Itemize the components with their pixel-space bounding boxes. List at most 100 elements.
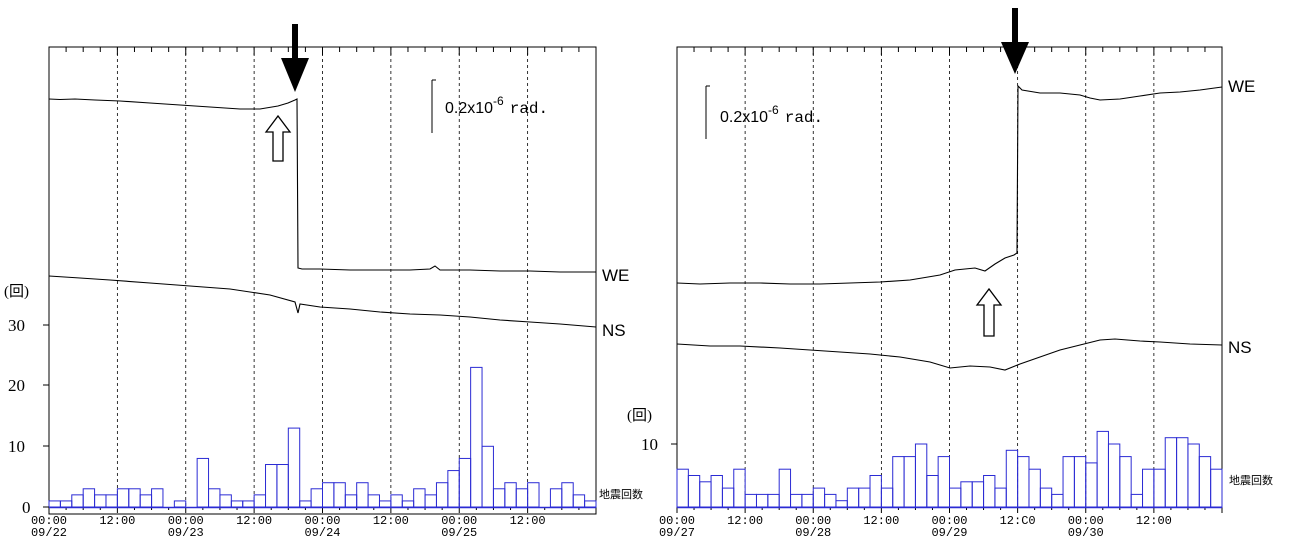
count-bar [323,483,334,507]
count-bar [436,483,447,507]
count-bar [1120,457,1131,507]
count-bar [117,489,128,507]
count-bar [459,458,470,507]
left-ns-label: NS [602,321,626,340]
left-x-tick-labels: 00:0009/2212:00 00:0009/2312:00 00:0009/24… [31,514,546,540]
count-bar [1131,494,1142,507]
count-bar [231,501,242,507]
x-tick-date: 09/24 [304,526,340,540]
count-bar [83,489,94,507]
left-y-tick-10: 10 [8,437,25,456]
count-bar [106,495,117,507]
count-bar [448,471,459,507]
right-we-label: WE [1228,77,1255,96]
x-tick-time: 12:00 [373,514,409,528]
right-scale-value: 0.2x10-6 rad. [720,103,823,127]
count-bar [243,501,254,507]
count-bar [379,501,390,507]
count-bar [174,501,185,507]
count-bar [1006,450,1017,507]
count-bar [677,469,688,507]
count-bar [414,489,425,507]
left-count-y-axis: (回) 30 20 10 0 [4,283,49,517]
count-bar [277,465,288,507]
left-hollow-up-arrow [266,116,290,161]
count-bar [927,476,938,508]
count-bar [1063,457,1074,507]
left-y-unit-label: (回) [4,283,29,300]
count-bar [550,489,561,507]
x-tick-date: 09/25 [441,526,477,540]
count-bar [220,495,231,507]
x-tick-time: 12:00 [236,514,272,528]
x-tick-date: 09/30 [1068,526,1104,540]
count-bar [425,495,436,507]
left-solid-down-arrow [281,24,309,92]
right-count-y-axis: (回) 10 [627,407,677,454]
count-bar [345,495,356,507]
count-bar [915,444,926,507]
count-bar [1018,457,1029,507]
count-bar [1040,488,1051,507]
count-bar [1097,431,1108,507]
count-bar [266,465,277,507]
count-bar [1199,457,1210,507]
count-bar [493,489,504,507]
count-bar [1211,469,1222,507]
x-tick-date: 09/23 [168,526,204,540]
count-bar [300,501,311,507]
right-x-tick-labels: 00:0009/2712:00 00:0009/2812:00 00:0009/29… [659,514,1172,540]
count-bar [859,488,870,507]
count-bar [711,476,722,508]
right-scale-bar: 0.2x10-6 rad. [706,86,823,139]
x-tick-time: 12:00 [99,514,135,528]
count-bar [573,495,584,507]
left-count-label: 地震回数 [599,488,643,501]
count-bar [722,488,733,507]
x-tick-time: 12:00 [863,514,899,528]
left-scale-value: 0.2x10-6 rad. [445,94,548,118]
left-y-tick-30: 30 [8,316,25,335]
count-bar [995,488,1006,507]
count-bar [60,501,71,507]
count-bar [734,469,745,507]
count-bar [140,495,151,507]
count-bar [209,489,220,507]
right-ns-label: NS [1228,338,1252,357]
count-bar [791,494,802,507]
count-bar [984,476,995,508]
count-bar [1052,494,1063,507]
count-bar [505,483,516,507]
count-bar [1188,444,1199,507]
count-bar [870,476,881,508]
x-tick-date: 09/27 [659,526,695,540]
x-tick-time: 12:C0 [1000,514,1036,528]
count-bar [847,488,858,507]
count-bar [904,457,915,507]
count-bar [700,482,711,507]
count-bar [961,482,972,507]
count-bar [813,488,824,507]
x-tick-time: 12:00 [727,514,763,528]
count-bar [1029,469,1040,507]
x-tick-time: 12:00 [1136,514,1172,528]
count-bar [402,501,413,507]
right-hollow-up-arrow [977,289,1001,336]
count-bar [288,428,299,507]
count-bar [745,494,756,507]
count-bar [152,489,163,507]
count-bar [95,495,106,507]
count-bar [893,457,904,507]
count-bar [1086,463,1097,507]
count-bar [688,476,699,508]
right-count-label: 地震回数 [1229,474,1273,487]
left-we-label: WE [602,266,629,285]
count-bar [49,501,60,507]
right-solid-down-arrow [1001,8,1029,74]
count-bar [768,494,779,507]
count-bar [972,482,983,507]
x-tick-date: 09/28 [795,526,831,540]
